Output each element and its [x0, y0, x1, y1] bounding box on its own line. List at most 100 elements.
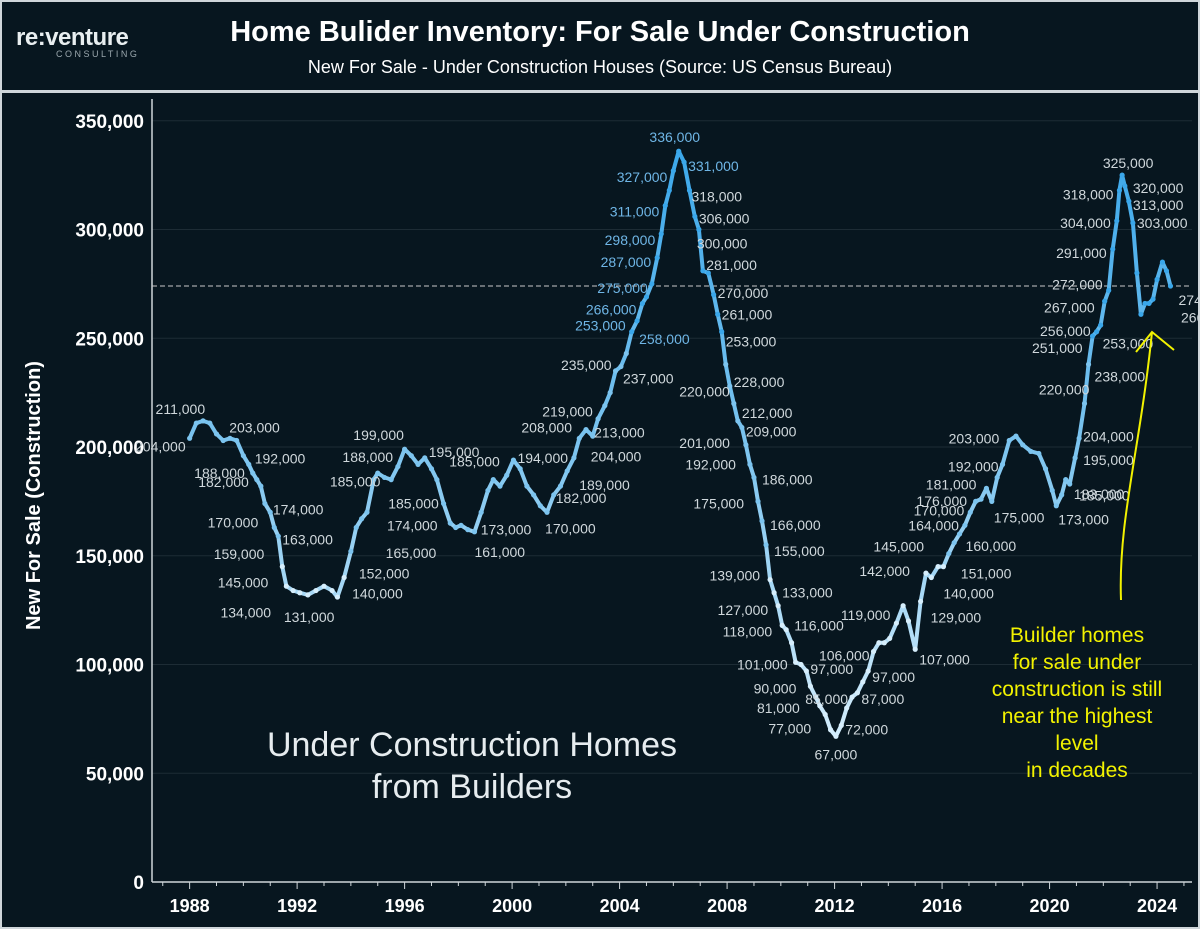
- data-label: 188,000: [342, 449, 393, 465]
- y-tick-label: 150,000: [75, 547, 144, 568]
- data-label: 163,000: [282, 531, 333, 547]
- data-label: 174,000: [387, 518, 438, 534]
- data-point: [353, 524, 359, 531]
- data-point: [803, 668, 809, 674]
- data-label: 194,000: [517, 450, 568, 466]
- data-label: 318,000: [1063, 186, 1114, 202]
- data-label: 160,000: [966, 538, 1017, 554]
- data-point: [193, 420, 199, 426]
- data-label: 182,000: [198, 474, 249, 490]
- data-point: [755, 498, 761, 504]
- series-line: [187, 149, 1173, 739]
- data-label: 183,000: [1074, 486, 1125, 502]
- data-label: 331,000: [688, 158, 739, 174]
- data-label: 67,000: [815, 746, 858, 762]
- data-label: 145,000: [873, 539, 924, 555]
- data-label: 140,000: [943, 586, 994, 602]
- data-point: [747, 461, 753, 467]
- data-point: [763, 542, 769, 548]
- data-point: [283, 583, 289, 589]
- data-point: [1119, 172, 1125, 178]
- data-point: [662, 202, 668, 209]
- data-point: [999, 461, 1006, 467]
- data-point: [788, 640, 795, 646]
- data-label: 174,000: [273, 502, 324, 518]
- data-label: 140,000: [352, 586, 403, 602]
- data-point: [329, 587, 335, 594]
- data-label: 166,000: [770, 517, 821, 533]
- data-label: 274,000: [1179, 292, 1200, 308]
- data-label: 298,000: [605, 232, 656, 248]
- data-point: [807, 683, 813, 689]
- data-point: [1163, 268, 1170, 274]
- data-point: [1093, 329, 1100, 335]
- data-point: [402, 446, 408, 452]
- chart-title: Home Bulider Inventory: For Sale Under C…: [230, 16, 970, 48]
- data-point: [1013, 433, 1019, 439]
- data-point: [213, 431, 220, 437]
- data-label: 256,000: [1040, 323, 1091, 339]
- data-point: [827, 727, 834, 733]
- data-point: [634, 318, 640, 324]
- data-point: [887, 635, 893, 642]
- data-point: [1167, 283, 1174, 289]
- data-label: 85,000: [805, 691, 848, 707]
- data-label: 253,000: [575, 318, 626, 334]
- data-point: [917, 598, 924, 605]
- data-point: [1150, 296, 1156, 302]
- data-point: [727, 383, 733, 389]
- data-point: [1085, 361, 1092, 367]
- data-point: [227, 435, 233, 441]
- data-label: 185,000: [388, 496, 439, 512]
- data-label: 175,000: [693, 495, 744, 511]
- data-label: 173,000: [1058, 512, 1109, 528]
- data-label: 327,000: [617, 169, 668, 185]
- data-point: [485, 487, 491, 494]
- data-point: [849, 694, 855, 700]
- data-label: 313,000: [1133, 197, 1184, 213]
- data-label: 235,000: [561, 357, 612, 373]
- data-point: [951, 540, 957, 546]
- data-point: [783, 627, 789, 633]
- data-point: [905, 618, 912, 624]
- data-point: [258, 483, 264, 489]
- data-point: [876, 640, 882, 646]
- data-point: [940, 564, 947, 570]
- data-point: [994, 474, 1000, 481]
- data-point: [262, 500, 268, 507]
- data-label: 219,000: [542, 404, 593, 420]
- data-point: [658, 231, 664, 237]
- data-label: 118,000: [723, 623, 773, 639]
- data-label: 107,000: [919, 651, 970, 667]
- x-tick-label: 1996: [385, 896, 425, 916]
- data-point: [881, 640, 887, 646]
- data-point: [1138, 311, 1144, 317]
- data-point: [607, 390, 613, 396]
- data-point: [751, 474, 757, 481]
- data-point: [246, 461, 252, 467]
- data-label: 251,000: [1032, 340, 1083, 356]
- x-tick-label: 1988: [170, 896, 210, 916]
- data-point: [639, 300, 646, 307]
- data-point: [900, 603, 906, 609]
- data-label: 203,000: [949, 430, 1000, 446]
- chart-subtitle: New For Sale - Under Construction Houses…: [307, 57, 893, 77]
- data-label: 182,000: [556, 490, 607, 506]
- data-point: [860, 679, 866, 685]
- data-label: 192,000: [948, 458, 999, 474]
- data-point: [1063, 477, 1069, 483]
- data-label: 87,000: [861, 691, 904, 707]
- data-point: [200, 418, 206, 424]
- data-point: [334, 594, 341, 600]
- data-label: 139,000: [709, 568, 760, 584]
- data-label: 213,000: [594, 425, 645, 441]
- data-label: 77,000: [768, 721, 811, 737]
- data-label: 129,000: [931, 609, 982, 625]
- data-label: 275,000: [597, 280, 648, 296]
- data-point: [305, 592, 311, 598]
- x-tick-label: 2008: [707, 896, 747, 916]
- data-point: [989, 498, 995, 504]
- data-label: 170,000: [545, 520, 596, 536]
